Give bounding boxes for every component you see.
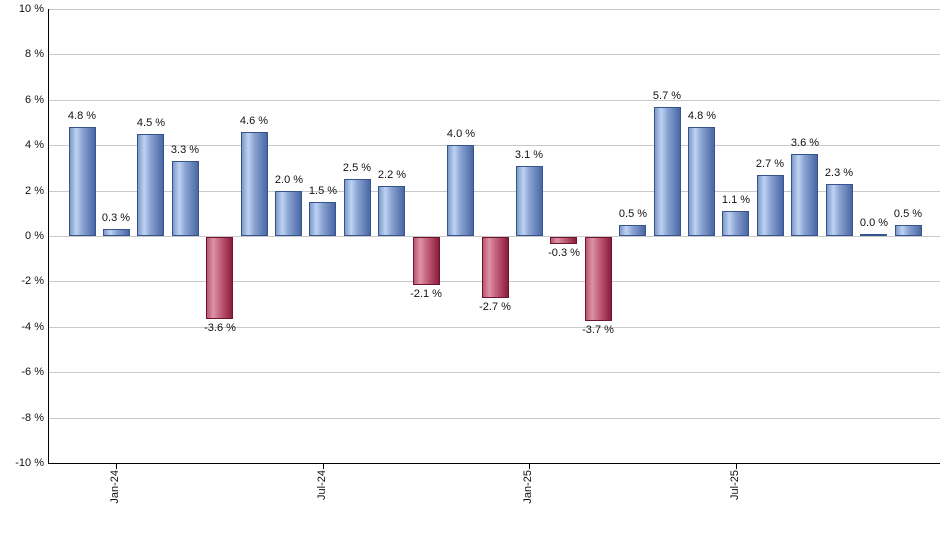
x-axis bbox=[48, 463, 940, 464]
gridline bbox=[48, 9, 940, 10]
y-axis-label: 4 % bbox=[25, 139, 44, 151]
bar-negative bbox=[482, 237, 509, 298]
bar-value-label: 4.5 % bbox=[136, 117, 166, 129]
y-axis-label: -6 % bbox=[21, 366, 44, 378]
x-tick bbox=[736, 463, 737, 469]
bar-negative bbox=[413, 237, 440, 285]
gridline bbox=[48, 145, 940, 146]
bar-value-label: 0.5 % bbox=[618, 208, 648, 220]
bar-value-label: 0.5 % bbox=[893, 208, 923, 220]
bar-value-label: 4.6 % bbox=[239, 115, 269, 127]
y-axis-label: -4 % bbox=[21, 321, 44, 333]
bar-negative bbox=[206, 237, 233, 319]
bar-positive bbox=[137, 134, 164, 236]
x-axis-label: Jan-24 bbox=[109, 470, 121, 504]
x-tick bbox=[116, 463, 117, 469]
bar-value-label: 0.0 % bbox=[859, 217, 889, 229]
y-axis-label: -10 % bbox=[15, 457, 44, 469]
bar-positive bbox=[895, 225, 922, 236]
bar-value-label: 3.1 % bbox=[514, 149, 544, 161]
bar-positive bbox=[103, 229, 130, 236]
x-axis-label: Jul-25 bbox=[729, 470, 741, 500]
y-axis-label: 10 % bbox=[18, 3, 44, 15]
bar-value-label: 2.3 % bbox=[824, 167, 854, 179]
gridline bbox=[48, 327, 940, 328]
bar-positive bbox=[826, 184, 853, 236]
bar-value-label: 2.5 % bbox=[342, 162, 372, 174]
gridline bbox=[48, 372, 940, 373]
y-axis-label: 0 % bbox=[25, 230, 44, 242]
bar-value-label: -3.7 % bbox=[582, 324, 614, 336]
y-axis-label: -2 % bbox=[21, 275, 44, 287]
bar-positive bbox=[516, 166, 543, 236]
bar-positive bbox=[447, 145, 474, 236]
bar-value-label: 2.7 % bbox=[755, 158, 785, 170]
bar-value-label: 3.6 % bbox=[790, 137, 820, 149]
bar-positive bbox=[791, 154, 818, 236]
gridline bbox=[48, 418, 940, 419]
bar-positive bbox=[757, 175, 784, 236]
x-tick bbox=[323, 463, 324, 469]
x-tick bbox=[529, 463, 530, 469]
bar-value-label: 2.2 % bbox=[377, 169, 407, 181]
bar-positive bbox=[619, 225, 646, 236]
bar-value-label: -2.7 % bbox=[479, 301, 511, 313]
bar-value-label: 5.7 % bbox=[652, 90, 682, 102]
bar-value-label: 4.0 % bbox=[446, 128, 476, 140]
bar-positive bbox=[378, 186, 405, 236]
bar-positive bbox=[722, 211, 749, 236]
gridline bbox=[48, 100, 940, 101]
bar-positive bbox=[309, 202, 336, 236]
bar-value-label: 1.1 % bbox=[721, 194, 751, 206]
y-axis-label: 2 % bbox=[25, 185, 44, 197]
bar-positive bbox=[275, 191, 302, 236]
bar-value-label: -2.1 % bbox=[410, 288, 442, 300]
bar-value-label: -3.6 % bbox=[204, 322, 236, 334]
gridline bbox=[48, 236, 940, 237]
y-axis bbox=[48, 9, 49, 464]
bar-negative bbox=[585, 237, 612, 321]
x-axis-label: Jul-24 bbox=[316, 470, 328, 500]
gridline bbox=[48, 54, 940, 55]
bar-positive bbox=[69, 127, 96, 236]
y-axis-label: 8 % bbox=[25, 48, 44, 60]
bar-value-label: 3.3 % bbox=[170, 144, 200, 156]
bar-positive bbox=[172, 161, 199, 236]
bar-positive bbox=[688, 127, 715, 236]
x-axis-label: Jan-25 bbox=[522, 470, 534, 504]
bar-positive bbox=[344, 179, 371, 236]
bar-value-label: 4.8 % bbox=[687, 110, 717, 122]
bar-value-label: 1.5 % bbox=[308, 185, 338, 197]
bar-value-label: 4.8 % bbox=[67, 110, 97, 122]
bar-negative bbox=[550, 237, 577, 244]
bar-value-label: 0.3 % bbox=[101, 212, 131, 224]
bar-positive bbox=[860, 234, 887, 236]
bar-positive bbox=[654, 107, 681, 236]
bar-value-label: -0.3 % bbox=[548, 247, 580, 259]
y-axis-label: 6 % bbox=[25, 94, 44, 106]
bar-positive bbox=[241, 132, 268, 236]
y-axis-label: -8 % bbox=[21, 412, 44, 424]
bar-value-label: 2.0 % bbox=[274, 174, 304, 186]
gridline bbox=[48, 191, 940, 192]
